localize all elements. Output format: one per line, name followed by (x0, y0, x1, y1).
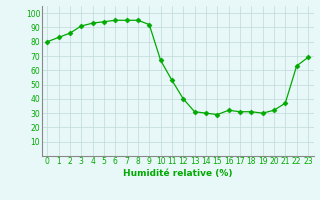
X-axis label: Humidité relative (%): Humidité relative (%) (123, 169, 232, 178)
